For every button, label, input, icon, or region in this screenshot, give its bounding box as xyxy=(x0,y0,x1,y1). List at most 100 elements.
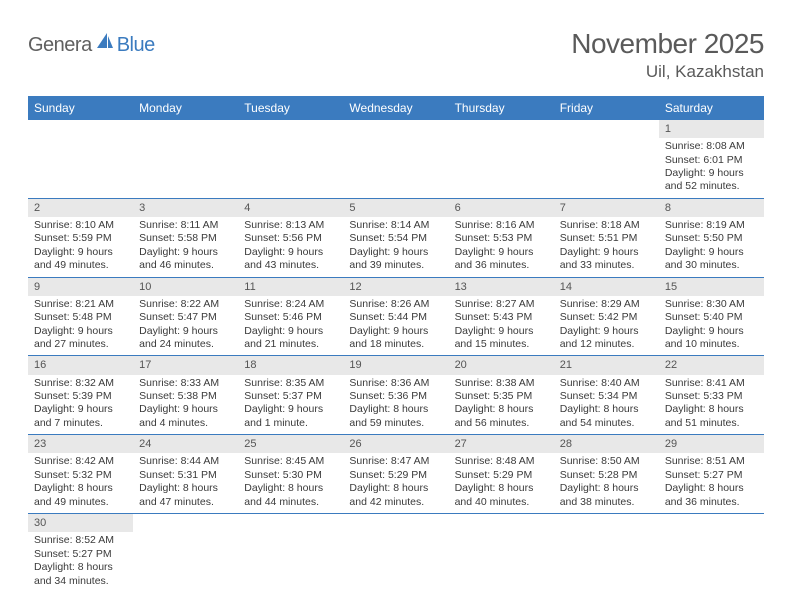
calendar-row: 23Sunrise: 8:42 AMSunset: 5:32 PMDayligh… xyxy=(28,435,764,514)
calendar-cell: . xyxy=(659,514,764,592)
daylight-text: Daylight: 9 hours and 30 minutes. xyxy=(665,246,758,273)
calendar-row: ......1Sunrise: 8:08 AMSunset: 6:01 PMDa… xyxy=(28,120,764,198)
sunset-text: Sunset: 5:29 PM xyxy=(455,469,548,482)
day-body: Sunrise: 8:51 AMSunset: 5:27 PMDaylight:… xyxy=(659,453,764,513)
daylight-text: Daylight: 8 hours and 47 minutes. xyxy=(139,482,232,509)
sunrise-text: Sunrise: 8:29 AM xyxy=(560,298,653,311)
calendar-cell: 5Sunrise: 8:14 AMSunset: 5:54 PMDaylight… xyxy=(343,198,448,277)
daylight-text: Daylight: 8 hours and 56 minutes. xyxy=(455,403,548,430)
calendar-cell: 9Sunrise: 8:21 AMSunset: 5:48 PMDaylight… xyxy=(28,277,133,356)
sunrise-text: Sunrise: 8:26 AM xyxy=(349,298,442,311)
daylight-text: Daylight: 9 hours and 49 minutes. xyxy=(34,246,127,273)
day-number: 9 xyxy=(28,278,133,296)
sunrise-text: Sunrise: 8:52 AM xyxy=(34,534,127,547)
calendar-cell: 8Sunrise: 8:19 AMSunset: 5:50 PMDaylight… xyxy=(659,198,764,277)
day-number: 28 xyxy=(554,435,659,453)
day-number: 24 xyxy=(133,435,238,453)
day-number: 4 xyxy=(238,199,343,217)
logo-text-2: Blue xyxy=(117,34,155,57)
calendar-cell: 19Sunrise: 8:36 AMSunset: 5:36 PMDayligh… xyxy=(343,356,448,435)
page: Genera Blue November 2025 Uil, Kazakhsta… xyxy=(0,0,792,592)
daylight-text: Daylight: 8 hours and 51 minutes. xyxy=(665,403,758,430)
daylight-text: Daylight: 8 hours and 36 minutes. xyxy=(665,482,758,509)
day-body: Sunrise: 8:24 AMSunset: 5:46 PMDaylight:… xyxy=(238,296,343,356)
sunset-text: Sunset: 5:56 PM xyxy=(244,232,337,245)
calendar-cell: 6Sunrise: 8:16 AMSunset: 5:53 PMDaylight… xyxy=(449,198,554,277)
day-body: Sunrise: 8:19 AMSunset: 5:50 PMDaylight:… xyxy=(659,217,764,277)
day-body: Sunrise: 8:10 AMSunset: 5:59 PMDaylight:… xyxy=(28,217,133,277)
calendar-cell: . xyxy=(133,120,238,198)
daylight-text: Daylight: 9 hours and 12 minutes. xyxy=(560,325,653,352)
sunset-text: Sunset: 5:27 PM xyxy=(34,548,127,561)
calendar-cell: 3Sunrise: 8:11 AMSunset: 5:58 PMDaylight… xyxy=(133,198,238,277)
day-number: 20 xyxy=(449,356,554,374)
day-number: 19 xyxy=(343,356,448,374)
day-number: 13 xyxy=(449,278,554,296)
sunrise-text: Sunrise: 8:42 AM xyxy=(34,455,127,468)
day-body: Sunrise: 8:38 AMSunset: 5:35 PMDaylight:… xyxy=(449,375,554,435)
day-body: Sunrise: 8:45 AMSunset: 5:30 PMDaylight:… xyxy=(238,453,343,513)
sunset-text: Sunset: 5:46 PM xyxy=(244,311,337,324)
day-number: 22 xyxy=(659,356,764,374)
day-number: 3 xyxy=(133,199,238,217)
calendar-cell: 23Sunrise: 8:42 AMSunset: 5:32 PMDayligh… xyxy=(28,435,133,514)
sunrise-text: Sunrise: 8:32 AM xyxy=(34,377,127,390)
calendar-cell: . xyxy=(449,514,554,592)
daylight-text: Daylight: 8 hours and 49 minutes. xyxy=(34,482,127,509)
calendar-cell: 13Sunrise: 8:27 AMSunset: 5:43 PMDayligh… xyxy=(449,277,554,356)
sunset-text: Sunset: 5:42 PM xyxy=(560,311,653,324)
day-body: Sunrise: 8:48 AMSunset: 5:29 PMDaylight:… xyxy=(449,453,554,513)
daylight-text: Daylight: 9 hours and 21 minutes. xyxy=(244,325,337,352)
sunset-text: Sunset: 5:51 PM xyxy=(560,232,653,245)
sail-icon xyxy=(96,33,114,54)
sunrise-text: Sunrise: 8:21 AM xyxy=(34,298,127,311)
sunset-text: Sunset: 5:30 PM xyxy=(244,469,337,482)
calendar-cell: 11Sunrise: 8:24 AMSunset: 5:46 PMDayligh… xyxy=(238,277,343,356)
sunrise-text: Sunrise: 8:10 AM xyxy=(34,219,127,232)
sunrise-text: Sunrise: 8:16 AM xyxy=(455,219,548,232)
sunrise-text: Sunrise: 8:19 AM xyxy=(665,219,758,232)
calendar-cell: 21Sunrise: 8:40 AMSunset: 5:34 PMDayligh… xyxy=(554,356,659,435)
day-body: Sunrise: 8:13 AMSunset: 5:56 PMDaylight:… xyxy=(238,217,343,277)
day-body: Sunrise: 8:21 AMSunset: 5:48 PMDaylight:… xyxy=(28,296,133,356)
day-number: 27 xyxy=(449,435,554,453)
day-number: 15 xyxy=(659,278,764,296)
weekday-header: Tuesday xyxy=(238,96,343,120)
page-title: November 2025 xyxy=(571,28,764,60)
location: Uil, Kazakhstan xyxy=(571,62,764,82)
weekday-header: Sunday xyxy=(28,96,133,120)
daylight-text: Daylight: 9 hours and 7 minutes. xyxy=(34,403,127,430)
daylight-text: Daylight: 8 hours and 42 minutes. xyxy=(349,482,442,509)
daylight-text: Daylight: 8 hours and 59 minutes. xyxy=(349,403,442,430)
weekday-header: Thursday xyxy=(449,96,554,120)
day-number: 12 xyxy=(343,278,448,296)
calendar-cell: 22Sunrise: 8:41 AMSunset: 5:33 PMDayligh… xyxy=(659,356,764,435)
sunset-text: Sunset: 5:29 PM xyxy=(349,469,442,482)
day-number: 30 xyxy=(28,514,133,532)
calendar-cell: . xyxy=(449,120,554,198)
weekday-header: Monday xyxy=(133,96,238,120)
day-body: Sunrise: 8:30 AMSunset: 5:40 PMDaylight:… xyxy=(659,296,764,356)
calendar-row: 2Sunrise: 8:10 AMSunset: 5:59 PMDaylight… xyxy=(28,198,764,277)
day-number: 23 xyxy=(28,435,133,453)
sunset-text: Sunset: 5:35 PM xyxy=(455,390,548,403)
day-body: Sunrise: 8:16 AMSunset: 5:53 PMDaylight:… xyxy=(449,217,554,277)
sunrise-text: Sunrise: 8:30 AM xyxy=(665,298,758,311)
calendar-cell: 24Sunrise: 8:44 AMSunset: 5:31 PMDayligh… xyxy=(133,435,238,514)
day-number: 14 xyxy=(554,278,659,296)
day-number: 25 xyxy=(238,435,343,453)
calendar-cell: 1Sunrise: 8:08 AMSunset: 6:01 PMDaylight… xyxy=(659,120,764,198)
sunset-text: Sunset: 5:53 PM xyxy=(455,232,548,245)
daylight-text: Daylight: 8 hours and 38 minutes. xyxy=(560,482,653,509)
day-number: 26 xyxy=(343,435,448,453)
calendar-table: Sunday Monday Tuesday Wednesday Thursday… xyxy=(28,96,764,592)
daylight-text: Daylight: 9 hours and 46 minutes. xyxy=(139,246,232,273)
calendar-cell: 26Sunrise: 8:47 AMSunset: 5:29 PMDayligh… xyxy=(343,435,448,514)
day-body: Sunrise: 8:42 AMSunset: 5:32 PMDaylight:… xyxy=(28,453,133,513)
daylight-text: Daylight: 9 hours and 24 minutes. xyxy=(139,325,232,352)
sunrise-text: Sunrise: 8:48 AM xyxy=(455,455,548,468)
sunset-text: Sunset: 5:43 PM xyxy=(455,311,548,324)
weekday-header: Wednesday xyxy=(343,96,448,120)
sunrise-text: Sunrise: 8:22 AM xyxy=(139,298,232,311)
calendar-cell: 14 Sunrise: 8:29 AMSunset: 5:42 PMDayligh… xyxy=(554,277,659,356)
